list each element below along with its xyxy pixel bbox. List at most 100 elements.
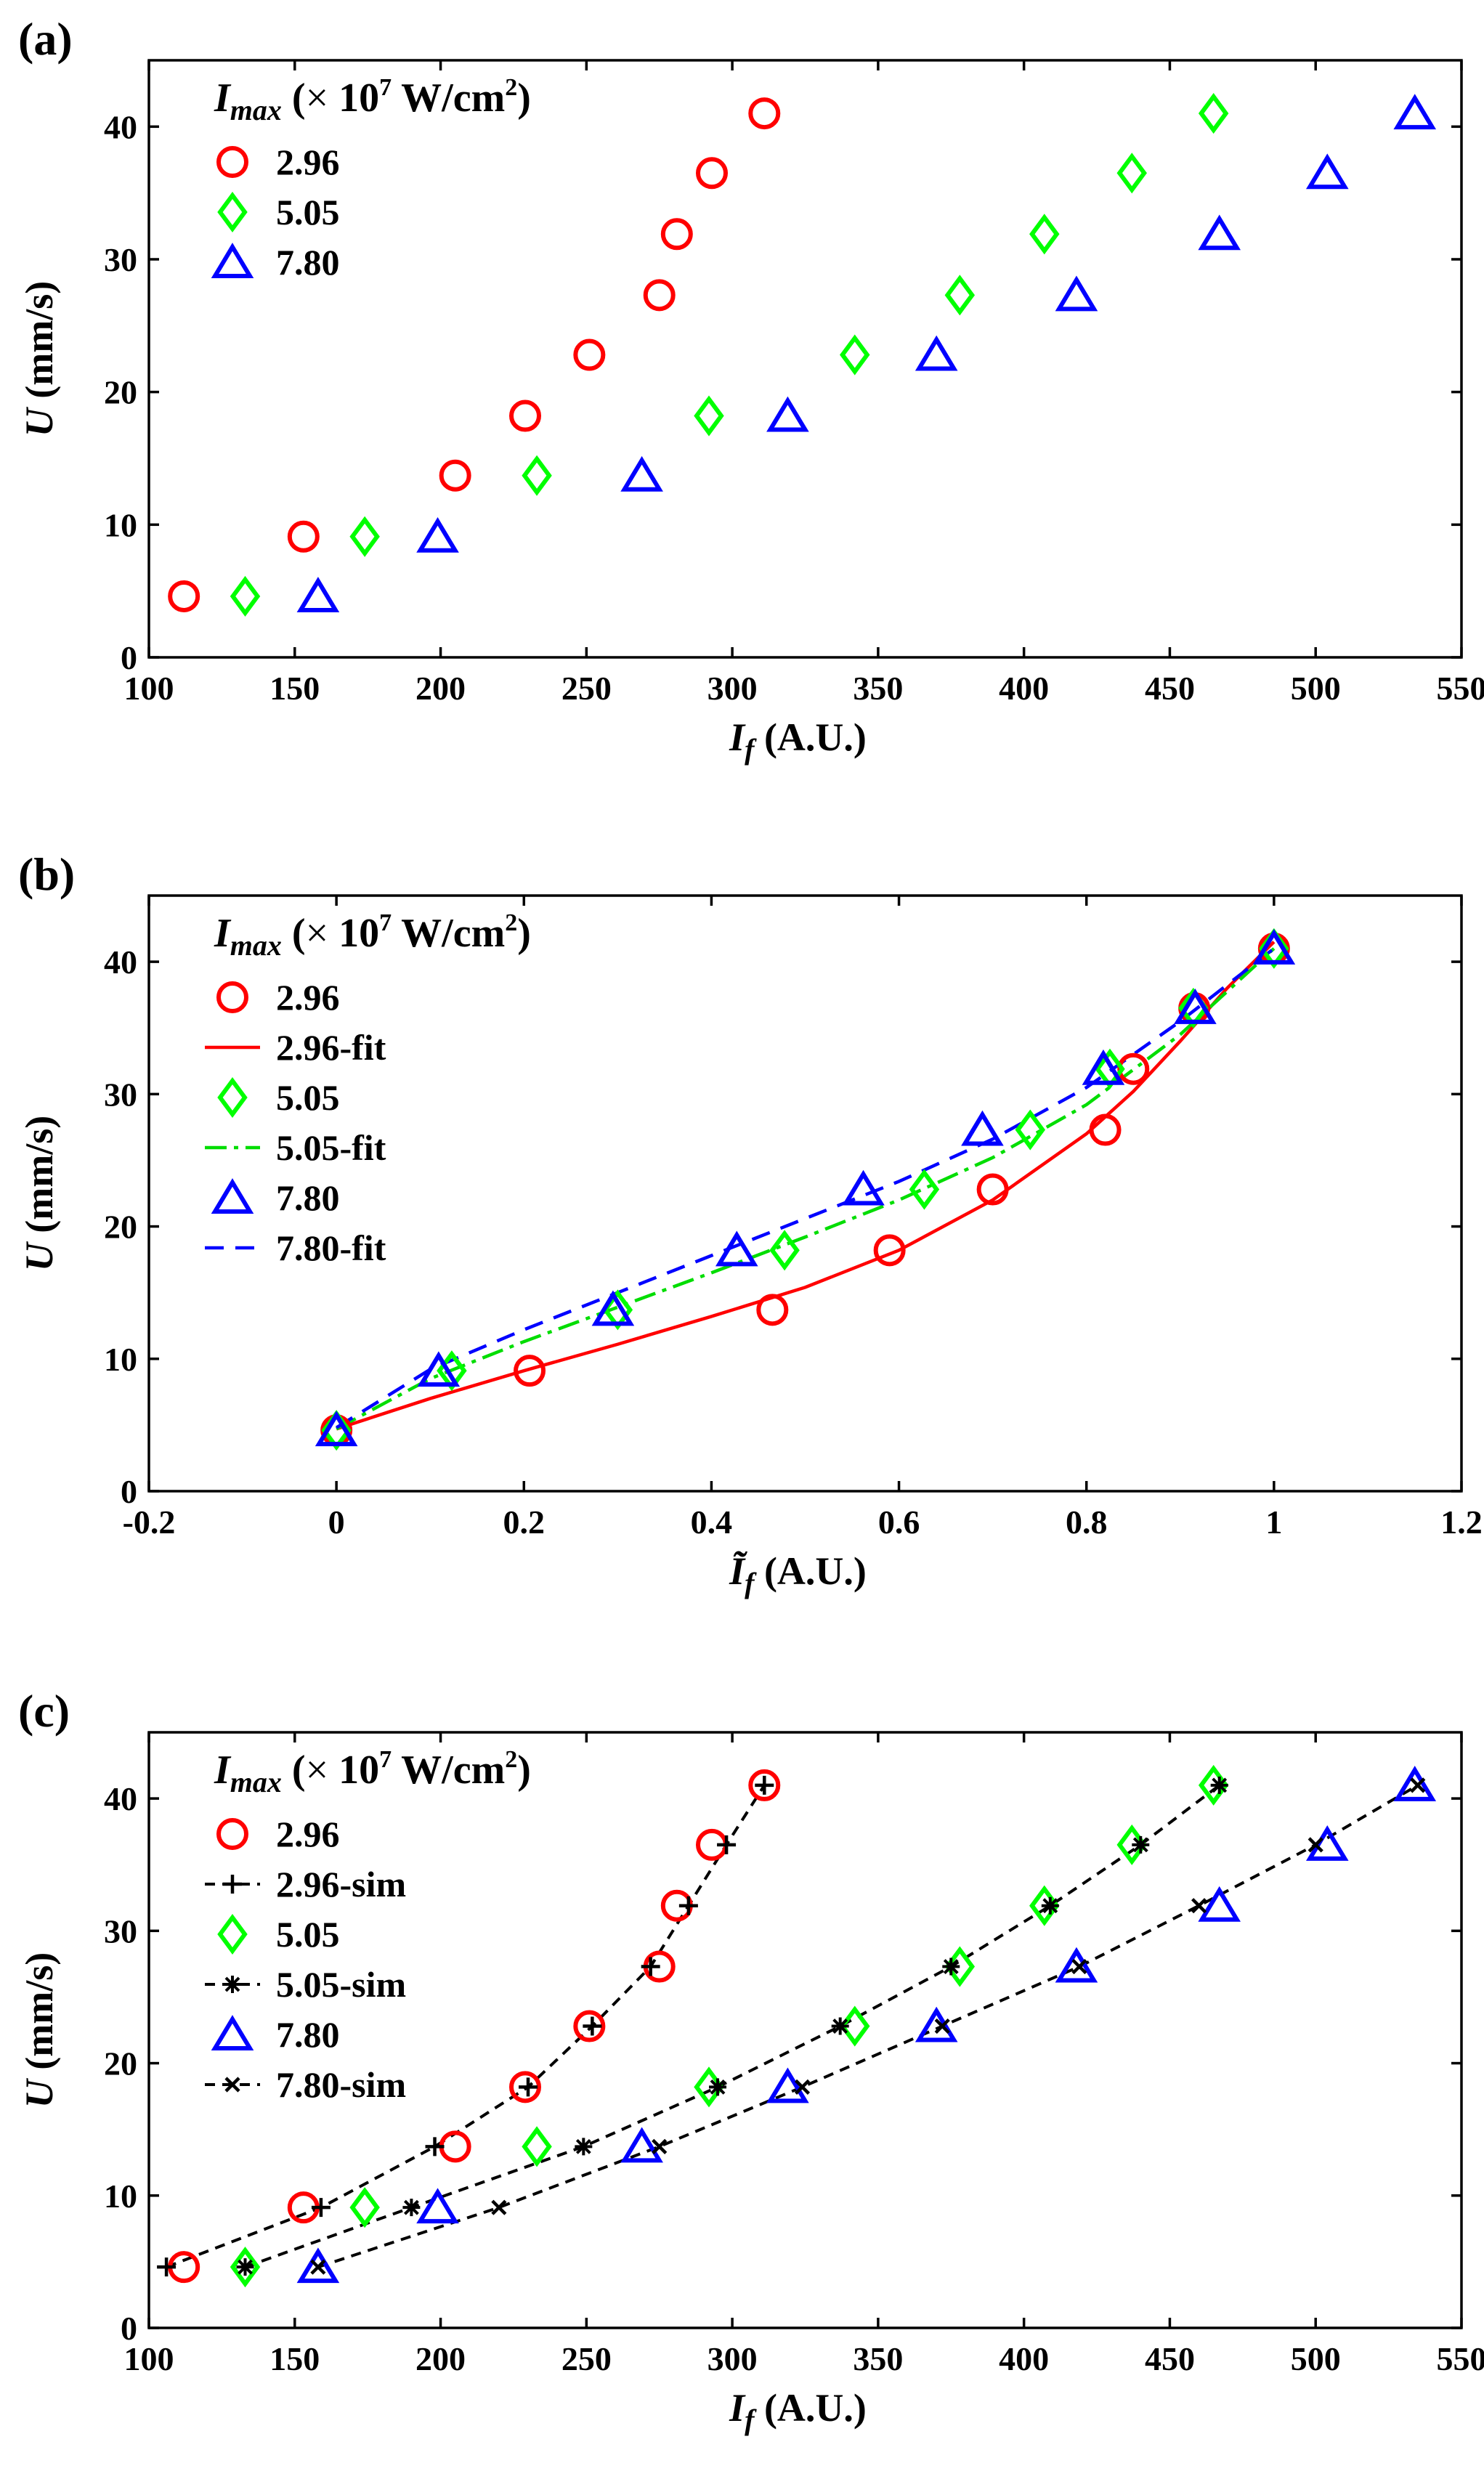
legend-title-paren-close: )	[517, 76, 531, 121]
x-tick-label: 300	[707, 670, 758, 707]
y-tick-label: 30	[104, 241, 137, 278]
x-tick-label: 0.4	[691, 1504, 733, 1541]
series-7.80-fit-line	[335, 947, 1276, 1429]
x-tick-label: 0	[328, 1504, 345, 1541]
legend-label: 2.96	[276, 142, 340, 182]
data-point	[1410, 1777, 1426, 1793]
series-2.96	[168, 97, 781, 612]
data-point	[1117, 1052, 1150, 1085]
data-point	[620, 2127, 663, 2163]
y-tick-label: 0	[121, 639, 137, 676]
data-point	[583, 2016, 602, 2036]
data-point	[709, 2078, 727, 2096]
legend-label: 5.05	[276, 192, 340, 232]
y-axis-label: U (mm/s)	[17, 281, 61, 437]
data-point	[439, 459, 471, 492]
data-point	[678, 1896, 698, 1915]
data-point	[840, 334, 870, 376]
legend-label: 2.96	[276, 977, 340, 1018]
data-point	[1307, 1837, 1323, 1853]
series-5.05	[321, 928, 1289, 1451]
x-tick-label: -0.2	[123, 1504, 176, 1541]
legend-marker	[224, 1976, 241, 1993]
legend-title-ten: 10	[328, 76, 379, 121]
data-point	[417, 1351, 461, 1387]
data-point	[944, 275, 976, 316]
legend-title-unit: W/cm	[392, 76, 505, 121]
data-point	[296, 2247, 340, 2284]
data-point	[509, 399, 542, 432]
legend-marker	[217, 1076, 248, 1119]
data-point	[1393, 1766, 1437, 1801]
data-point	[522, 2126, 552, 2167]
data-point	[766, 396, 809, 432]
legend-marker	[224, 2077, 240, 2093]
data-point	[1041, 1896, 1059, 1915]
data-point	[842, 1169, 885, 1206]
legend-title-unit-exponent: 2	[505, 1746, 517, 1773]
x-tick-label: 100	[124, 670, 174, 707]
y-tick-label: 0	[121, 1473, 137, 1510]
legend-title-subscript: max	[230, 1766, 282, 1798]
data-point	[509, 2071, 542, 2103]
data-point	[915, 335, 958, 371]
data-point	[230, 2247, 261, 2288]
legend: Imax (× 107 W/cm2) 2.96 5.05 7.80	[211, 74, 531, 283]
y-tick-label: 20	[104, 2045, 137, 2082]
x-tick-label: 1	[1265, 1504, 1282, 1541]
legend-label: 5.05-sim	[276, 1964, 406, 2005]
data-point	[416, 2188, 459, 2224]
data-point	[402, 2199, 421, 2217]
data-point	[310, 2259, 326, 2275]
x-tick-label: 250	[561, 2340, 612, 2377]
data-point	[915, 2006, 958, 2042]
plot-frame	[147, 1731, 1463, 2329]
data-point	[1252, 929, 1296, 965]
legend-item: 5.05	[217, 1076, 340, 1119]
series-7.80-sim	[310, 1777, 1426, 2275]
data-point	[439, 2130, 471, 2163]
data-point	[168, 580, 200, 612]
data-point	[766, 2067, 809, 2103]
y-axis-label: U (mm/s)	[17, 1116, 61, 1271]
x-tick-label: 150	[269, 670, 320, 707]
data-point	[1174, 989, 1217, 1024]
data-point	[522, 455, 552, 496]
x-tick-label: 100	[124, 2340, 174, 2377]
x-tick-label: 550	[1437, 670, 1484, 707]
data-point	[961, 1110, 1004, 1146]
y-axis-unit: (mm/s)	[17, 1952, 61, 2080]
legend-marker	[217, 1913, 248, 1955]
x-axis-unit: (A.U.)	[754, 715, 866, 759]
data-point	[942, 1957, 960, 1976]
data-point	[652, 2138, 668, 2154]
data-point	[1029, 1885, 1060, 1926]
x-tick-label: 250	[561, 670, 612, 707]
y-tick-label: 30	[104, 1912, 137, 1949]
data-point	[575, 2138, 593, 2156]
data-point	[1015, 1109, 1046, 1151]
legend-item: 7.80	[211, 2014, 340, 2055]
legend-marker	[216, 981, 248, 1013]
data-point	[296, 577, 340, 612]
legend-title-paren-close: )	[517, 1748, 531, 1793]
legend-title-unit-exponent: 2	[505, 74, 517, 101]
panel-label: (b)	[18, 848, 75, 900]
x-tick-label: 350	[853, 670, 903, 707]
data-point	[873, 1234, 906, 1267]
data-point	[519, 2077, 538, 2097]
legend-label: 2.96	[276, 1814, 340, 1854]
legend-item: 7.80	[211, 242, 340, 283]
x-axis-label: If (A.U.)	[729, 715, 867, 766]
data-point	[769, 1230, 800, 1271]
data-point	[660, 218, 693, 251]
data-point	[794, 2079, 811, 2095]
data-point	[287, 520, 320, 553]
data-point	[1132, 1835, 1150, 1854]
series-2.96	[168, 1769, 781, 2284]
data-point	[491, 2199, 507, 2215]
y-axis-label: U (mm/s)	[17, 1952, 61, 2108]
legend-title: Imax (× 107 W/cm2)	[214, 1746, 531, 1798]
x-tick-label: 400	[999, 2340, 1049, 2377]
x-tick-label: 500	[1291, 2340, 1341, 2377]
